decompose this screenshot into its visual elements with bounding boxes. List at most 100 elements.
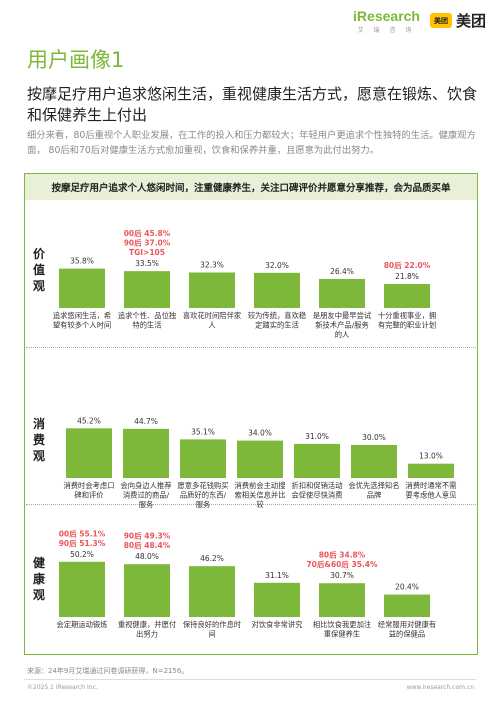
category-label: 经常服用对健康有益的保健品 [378,620,436,639]
meituan-logo: 美团 美团 [429,10,486,31]
bar-value-label: 20.4% [395,583,419,592]
bar-chart: 价值观 35.8% 追求悠闲生活，希望有较多个人时间 33.5% 追求个性、品位独特的生… [33,228,457,639]
bar-value-label: 35.8% [70,257,94,266]
bar-value-label: 35.1% [191,427,215,436]
highlight-annotation-line: 90后 51.3% [59,538,106,548]
category-label-line: 经常服用对健康有 [378,620,436,629]
bar [384,594,430,617]
category-label-line: 愿意多花钱购买 [177,481,228,490]
category-label-line: 对饮食非常讲究 [251,620,303,629]
category-label-line: 折扣和促销活动 [291,481,342,490]
category-label: 相比饮食我更加注重保健养生 [313,620,372,639]
group-label: 价值观 [33,247,46,293]
category-label-line: 追求悠闲生活，希 [53,311,111,320]
highlight-annotation-line: 00后 45.8% [124,228,171,238]
group-label-char: 康 [33,571,46,586]
category-label-line: 会优先选择知名 [348,481,399,490]
group-separator [26,347,476,348]
highlight-annotation: 00后 45.8% 90后 37.0% TGI>105 [124,228,171,257]
highlight-annotation-line: TGI>105 [129,248,165,257]
category-label-line: 相比饮食我更加注 [313,620,372,629]
iresearch-logo-sub: 艾 瑞 咨 询 [357,27,416,34]
category-label: 保持良好的作息时间 [183,620,242,639]
bar-value-label: 46.2% [200,554,224,563]
bar [384,284,430,308]
category-label: 消费前会主动搜索相关信息并比较 [234,481,286,509]
bar [254,582,300,617]
category-label-line: 较为传统，喜欢稳 [248,311,307,320]
highlight-annotation: 80后 22.0% [384,260,431,270]
bar-value-label: 34.0% [248,429,272,438]
highlight-annotation-line: 90后 37.0% [124,238,171,248]
iresearch-logo: iResearch 艾 瑞 咨 询 [353,8,420,34]
category-label: 十分重视事业，拥有完整的职业计划 [378,311,436,330]
category-label: 会定期运动锻炼 [56,620,107,629]
bar [124,564,170,617]
brand-logos: iResearch 艾 瑞 咨 询 美团 美团 [353,8,486,34]
footer-source: 来源：24年9月艾瑞通过问卷调研获得，N=2156。 [27,667,189,675]
category-label-line: 碑和评价 [74,491,104,500]
category-label: 会向身边人推荐消费过的商品/服务 [120,481,171,509]
page-title: 用户画像1 [27,48,125,72]
category-label-line: 定踏实的生活 [255,321,299,330]
category-label-line: 品质好的东西/ [180,491,227,500]
category-label-line: 特的生活 [132,321,161,330]
bar-value-label: 30.0% [362,433,386,442]
category-label-line: 人 [208,321,216,330]
category-label-line: 消费时通常不需 [405,481,456,490]
category-label-line: 较 [256,500,264,509]
bar-value-label: 30.7% [330,571,354,580]
bar [351,445,397,478]
bar-value-label: 26.4% [330,267,354,276]
category-label-line: 保持良好的作息时 [183,620,242,629]
highlight-annotation: 00后 55.1% 90后 51.3% [59,528,106,548]
bar [59,268,105,308]
bar-value-label: 44.7% [134,417,158,426]
category-label-line: 会促使尽快消费 [291,491,342,500]
category-label: 追求悠闲生活，希望有较多个人时间 [53,311,111,330]
group-label-char: 值 [33,262,45,277]
category-label-line: 索相关信息并比 [234,491,285,500]
bar [254,272,300,308]
category-label: 消费时会考虑口碑和评价 [63,481,114,500]
highlight-annotation-line: 90后 49.3% [124,531,171,541]
category-label-line: 会定期运动锻炼 [56,620,107,629]
highlight-annotation-line: 70后&60后 35.4% [306,559,378,569]
bar [189,272,235,308]
category-label-line: 服务 [139,500,154,509]
group-label-char: 消 [33,416,45,431]
category-label-line: 消费过的商品/ [123,491,170,500]
category-label-line: 追求个性、品位独 [118,311,177,320]
bar [408,463,454,478]
category-label-line: 是朋友中最早尝试 [313,311,372,320]
bar [180,439,226,478]
group-label-char: 观 [33,279,45,293]
category-label-line: 间 [208,630,215,639]
bar-value-label: 31.1% [265,571,289,580]
bar-value-label: 45.2% [77,416,101,425]
bar [124,271,170,308]
bar-value-label: 48.0% [135,552,159,561]
bar-value-label: 33.5% [135,259,159,268]
category-label: 追求个性、品位独特的生活 [118,311,177,330]
category-label-line: 服务 [196,500,211,509]
bar-value-label: 32.0% [265,261,289,270]
category-label-line: 要考虑他人意见 [405,491,456,500]
category-label-line: 重视健康，并愿付 [118,620,176,629]
category-label: 较为传统，喜欢稳定踏实的生活 [248,311,307,330]
category-label: 是朋友中最早尝试新技术产品/服务的人 [313,311,372,339]
group-label-char: 费 [33,432,45,447]
highlight-annotation: 80后 34.8% 70后&60后 35.4% [306,550,378,570]
category-label-line: 重保健养生 [324,630,360,639]
bar-value-label: 21.8% [395,272,419,281]
highlight-annotation-line: 80后 22.0% [384,260,431,270]
category-label-line: 消费时会考虑口 [63,481,114,490]
group-label-char: 价 [33,247,46,261]
footer-url: www.iresearch.com.cn [406,684,474,691]
group-label-char: 观 [33,449,45,463]
bar-value-label: 31.0% [305,432,329,441]
bar [123,428,169,478]
bar [59,561,105,617]
bar [66,428,112,478]
iresearch-logo-name: iResearch [353,8,420,24]
